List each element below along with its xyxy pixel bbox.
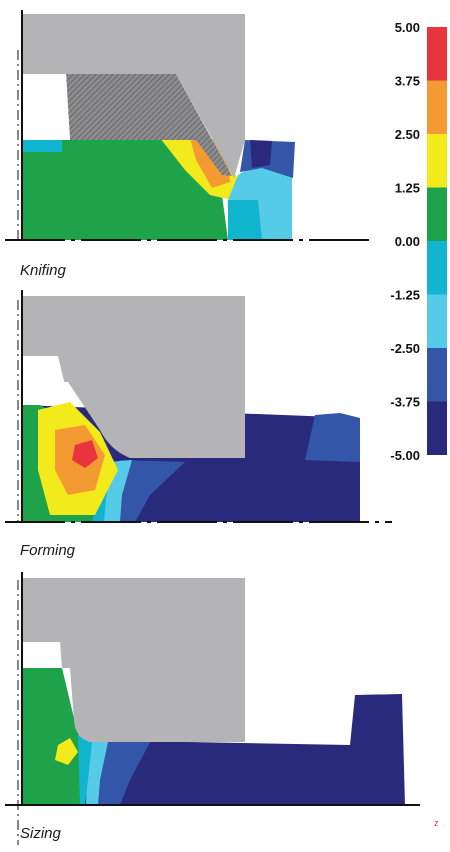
sizing-blue-band [95, 740, 150, 805]
forming-tool [22, 296, 245, 458]
knifing-workpiece-cyan-left [22, 140, 62, 152]
sizing-lightcyan-band [86, 740, 108, 805]
color-scale-band [427, 27, 447, 81]
color-scale-band [427, 348, 447, 402]
color-scale-tick-label: 2.50 [395, 127, 420, 142]
panel-label-sizing: Sizing [20, 825, 61, 842]
color-scale-band [427, 187, 447, 241]
color-scale-band [427, 294, 447, 348]
forming-red-zone [72, 440, 98, 468]
knifing-mid-cyan-zone [228, 200, 262, 240]
color-scale-tick-label: -2.50 [390, 341, 420, 356]
color-scale-tick-label: -3.75 [390, 395, 420, 410]
color-scale-band [427, 80, 447, 134]
forming-panel [5, 290, 392, 523]
knifing-workpiece-green [22, 138, 228, 240]
sizing-panel [5, 572, 420, 845]
knifing-panel [5, 10, 375, 241]
sizing-tool [22, 578, 245, 742]
color-scale-tick-label: -5.00 [390, 448, 420, 463]
knifing-tool-hatch [66, 74, 232, 176]
color-scale-band [427, 134, 447, 188]
panel-label-knifing: Knifing [20, 262, 66, 279]
color-scale-tick-label: 0.00 [395, 234, 420, 249]
sizing-yellow-spot [55, 738, 78, 765]
color-scale-band [427, 241, 447, 295]
sizing-green-zone [22, 668, 80, 805]
color-scale-tick-label: -1.25 [390, 288, 420, 303]
color-scale-band [427, 401, 447, 455]
color-scale: 5.00 3.75 2.50 1.25 0.00 -1.25 -2.50 -3.75 -5.00 [390, 20, 447, 463]
color-scale-bands [427, 27, 447, 455]
knifing-dark-blue-zone [250, 140, 272, 168]
forming-tool-notch [22, 356, 68, 398]
forming-flange-blue [305, 413, 360, 462]
sizing-tool-notch [22, 642, 62, 668]
knifing-tool-notch [22, 74, 70, 140]
color-scale-tick-label: 3.75 [395, 74, 420, 89]
panel-label-forming: Forming [20, 542, 76, 559]
color-scale-ticks: 5.00 3.75 2.50 1.25 0.00 -1.25 -2.50 -3.75 -5.00 [390, 20, 420, 463]
color-scale-tick-label: 1.25 [395, 181, 420, 196]
color-scale-tick-label: 5.00 [395, 20, 420, 35]
knifing-tool [22, 14, 245, 178]
z-axis-tag: z [434, 818, 439, 828]
forming-blue-band [110, 460, 185, 522]
